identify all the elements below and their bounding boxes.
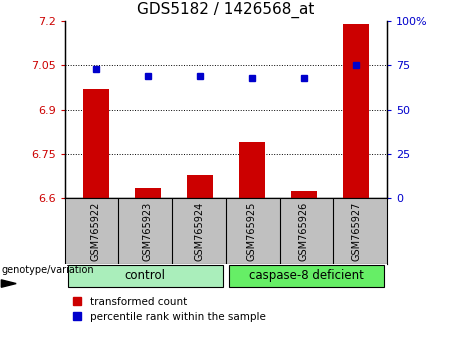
Bar (291, 191, 317, 198)
Bar (135, 188, 161, 198)
Text: GSM765925: GSM765925 (247, 201, 257, 261)
Text: GSM765922: GSM765922 (91, 201, 101, 261)
Polygon shape (1, 280, 16, 287)
Text: GSM765926: GSM765926 (299, 201, 309, 261)
Bar (83, 89, 109, 198)
Bar (68, 265, 223, 287)
Bar (229, 265, 384, 287)
Bar (239, 142, 265, 198)
Text: control: control (125, 269, 165, 282)
Text: GSM765923: GSM765923 (143, 201, 153, 261)
Text: GSM765927: GSM765927 (351, 201, 361, 261)
Text: genotype/variation: genotype/variation (1, 265, 94, 275)
Legend: transformed count, percentile rank within the sample: transformed count, percentile rank withi… (70, 294, 269, 325)
Text: GSM765924: GSM765924 (195, 201, 205, 261)
Bar (343, 24, 369, 198)
Bar (187, 175, 213, 198)
Title: GDS5182 / 1426568_at: GDS5182 / 1426568_at (137, 2, 314, 18)
Text: caspase-8 deficient: caspase-8 deficient (249, 269, 364, 282)
